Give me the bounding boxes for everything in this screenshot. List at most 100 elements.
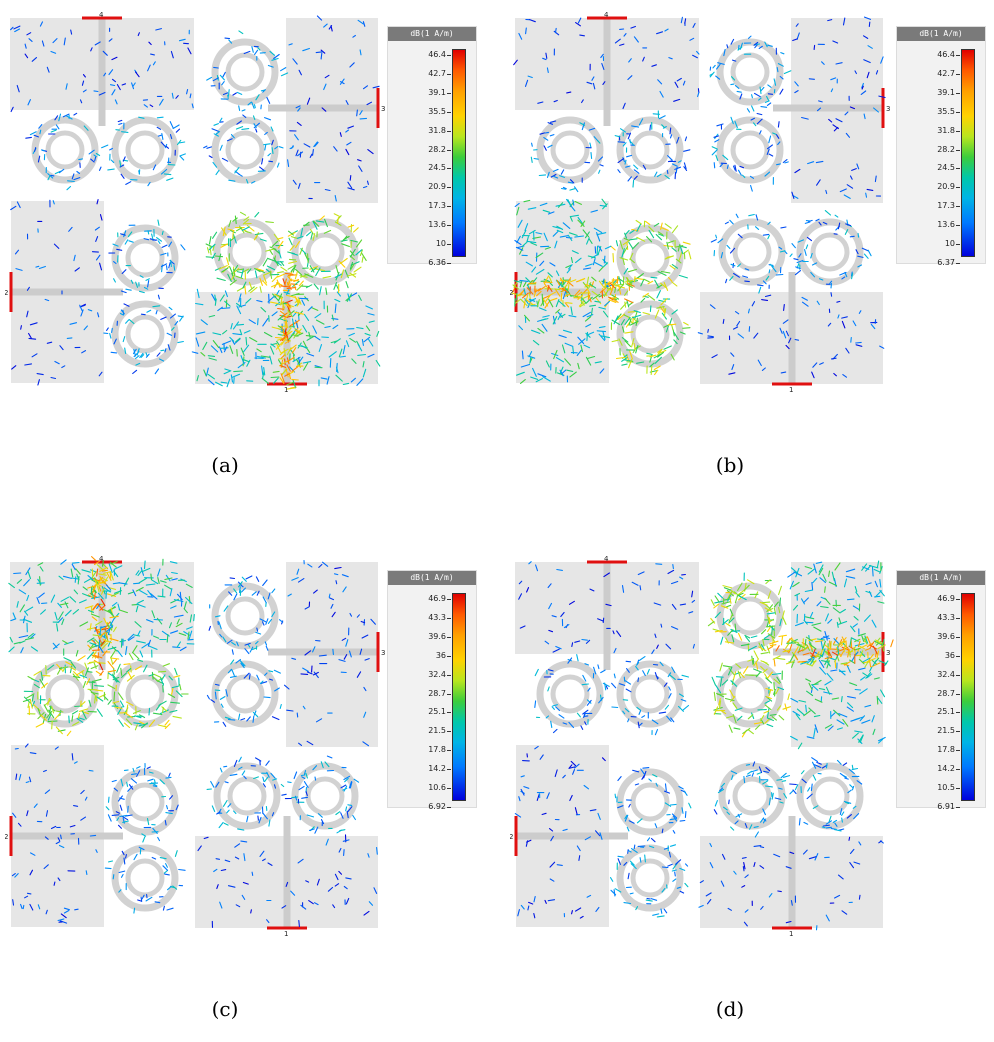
- field-arrow: [698, 89, 699, 93]
- field-arrow: [614, 674, 615, 678]
- legend-colorbar: [961, 593, 975, 801]
- field-arrow: [734, 672, 736, 680]
- field-arrow: [162, 245, 167, 247]
- field-arrow: [166, 864, 168, 868]
- field-arrow: [795, 340, 798, 341]
- field-arrow: [163, 664, 169, 666]
- field-arrow: [220, 697, 225, 700]
- field-arrow: [769, 270, 770, 273]
- field-arrow: [745, 281, 750, 282]
- legend-tick-label: 17.3: [390, 201, 446, 210]
- field-arrow: [360, 118, 366, 119]
- field-arrow: [209, 156, 212, 158]
- field-arrow: [715, 596, 719, 602]
- field-arrow: [36, 723, 43, 727]
- field-arrow: [264, 697, 270, 698]
- field-arrow: [129, 654, 133, 660]
- field-arrow: [626, 689, 631, 692]
- field-arrow: [176, 129, 179, 132]
- legend-tick-mark: [956, 750, 960, 751]
- field-arrow: [805, 640, 806, 646]
- field-arrow: [157, 238, 162, 242]
- field-arrow: [258, 319, 259, 325]
- field-arrow: [637, 237, 645, 241]
- field-arrow: [790, 784, 797, 785]
- field-arrow: [255, 213, 259, 217]
- field-arrow: [651, 899, 656, 901]
- field-arrow: [708, 338, 714, 339]
- field-arrow: [784, 71, 791, 74]
- field-arrow: [119, 124, 122, 125]
- field-arrow: [891, 640, 893, 647]
- field-arrow: [51, 175, 54, 176]
- legend-tick-label: 46.4: [899, 50, 955, 59]
- legend-tick-mark: [956, 712, 960, 713]
- field-arrow: [51, 130, 56, 132]
- ring-resonator-inner: [128, 785, 162, 819]
- field-arrow: [582, 684, 588, 685]
- field-arrow: [758, 285, 763, 286]
- legend-tick-mark: [956, 131, 960, 132]
- field-arrow: [782, 636, 783, 645]
- field-arrow: [572, 643, 573, 647]
- field-arrow: [711, 240, 716, 242]
- field-arrow: [288, 782, 291, 783]
- field-arrow: [14, 573, 21, 574]
- field-arrow: [843, 763, 846, 765]
- field-arrow: [173, 125, 179, 129]
- ring-resonator: [720, 42, 780, 102]
- field-arrow: [606, 686, 607, 689]
- field-arrow: [661, 624, 662, 627]
- field-arrow: [859, 895, 860, 899]
- field-arrow: [237, 350, 238, 357]
- field-arrow: [139, 171, 140, 174]
- field-arrow: [165, 874, 170, 875]
- field-arrow: [752, 106, 754, 111]
- field-arrow: [256, 632, 261, 634]
- field-arrow: [108, 169, 114, 170]
- field-arrow: [618, 777, 621, 781]
- field-arrow: [323, 276, 331, 278]
- ring-resonator: [35, 120, 95, 180]
- field-arrow: [237, 228, 242, 231]
- field-arrow: [75, 577, 76, 583]
- field-arrow: [246, 576, 252, 579]
- legend-tick-mark: [447, 675, 451, 676]
- field-arrow: [282, 794, 286, 795]
- port-label: 2: [5, 289, 8, 297]
- field-arrow: [731, 827, 734, 830]
- ring-resonator-inner: [813, 779, 847, 813]
- field-arrow: [648, 295, 655, 300]
- field-arrow: [263, 622, 265, 625]
- field-arrow: [639, 711, 641, 715]
- legend-tick-mark: [447, 750, 451, 751]
- field-arrow: [239, 714, 240, 719]
- legend-tick-label: 35.5: [390, 107, 446, 116]
- field-arrow: [618, 859, 620, 865]
- field-arrow: [712, 150, 717, 155]
- field-arrow: [561, 293, 562, 301]
- field-arrow: [299, 298, 308, 299]
- field-arrow: [299, 921, 300, 927]
- field-arrow: [849, 837, 850, 840]
- field-arrow: [769, 618, 770, 624]
- field-arrow: [851, 338, 852, 343]
- legend-tick-mark: [447, 206, 451, 207]
- legend-tick-label: 13.6: [390, 220, 446, 229]
- field-arrow: [265, 777, 268, 781]
- field-arrow: [802, 771, 805, 774]
- legend-unit: dB(1 A/m): [388, 27, 476, 41]
- field-arrow: [265, 642, 266, 645]
- field-arrow: [755, 93, 761, 96]
- legend-tick-mark: [447, 225, 451, 226]
- field-arrow: [170, 122, 173, 128]
- field-arrow: [689, 803, 691, 808]
- field-arrow: [158, 220, 159, 225]
- field-arrow: [748, 771, 752, 774]
- field-arrow: [263, 580, 267, 586]
- field-arrow: [126, 855, 127, 858]
- field-arrow: [310, 829, 315, 831]
- field-arrow: [717, 124, 723, 126]
- legend-tick-mark: [447, 150, 451, 151]
- field-arrow: [274, 670, 280, 673]
